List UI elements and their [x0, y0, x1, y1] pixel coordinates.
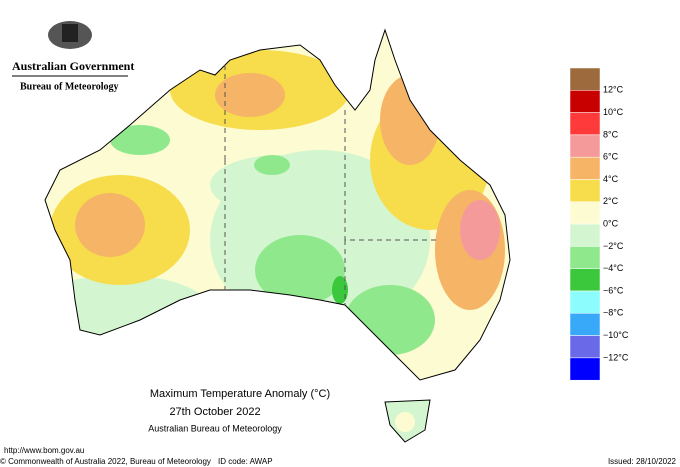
url: http://www.bom.gov.au [4, 446, 84, 455]
legend-label: −4°C [603, 263, 624, 273]
legend-swatch [569, 201, 601, 225]
legend-label: −2°C [603, 241, 624, 251]
government: Australian Government [12, 59, 134, 73]
issued: Issued: 28/10/2022 [608, 457, 677, 466]
agency: Bureau of Meteorology [20, 81, 119, 92]
map-source: Australian Bureau of Meteorology [148, 423, 282, 433]
legend-label: 8°C [603, 129, 619, 139]
legend-label: 0°C [603, 218, 619, 228]
emblem [48, 21, 92, 49]
id-code: ID code: AWAP [218, 457, 273, 466]
legend-swatch [569, 112, 601, 136]
legend-label: −8°C [603, 308, 624, 318]
legend-swatch [569, 156, 601, 180]
legend-label: 2°C [603, 196, 619, 206]
legend-label: 6°C [603, 152, 619, 162]
legend-swatch [569, 335, 601, 359]
legend-label: 12°C [603, 85, 624, 95]
map-title: Maximum Temperature Anomaly (°C) [150, 388, 330, 400]
legend-label: −6°C [603, 285, 624, 295]
legend-swatch [569, 268, 601, 292]
map-date: 27th October 2022 [169, 406, 260, 418]
legend-swatch [569, 223, 601, 247]
legend-swatch [569, 357, 601, 381]
legend-swatch [569, 90, 601, 113]
legend-label: −12°C [603, 352, 629, 362]
legend-swatch [569, 246, 601, 269]
legend-swatch [569, 290, 601, 314]
legend: 12°C 10°C 8°C 6°C 4°C 2°C 0°C −2°C −4°C −6°C −8°C −… [569, 67, 629, 381]
legend-label: −10°C [603, 330, 629, 340]
legend-label: 10°C [603, 107, 624, 117]
legend-swatch [569, 134, 601, 158]
legend-swatch [569, 313, 601, 336]
legend-label: 4°C [603, 174, 619, 184]
copyright: © Commonwealth of Australia 2022, Bureau… [0, 457, 211, 466]
legend-swatch [569, 179, 601, 203]
legend-swatch [569, 67, 601, 91]
